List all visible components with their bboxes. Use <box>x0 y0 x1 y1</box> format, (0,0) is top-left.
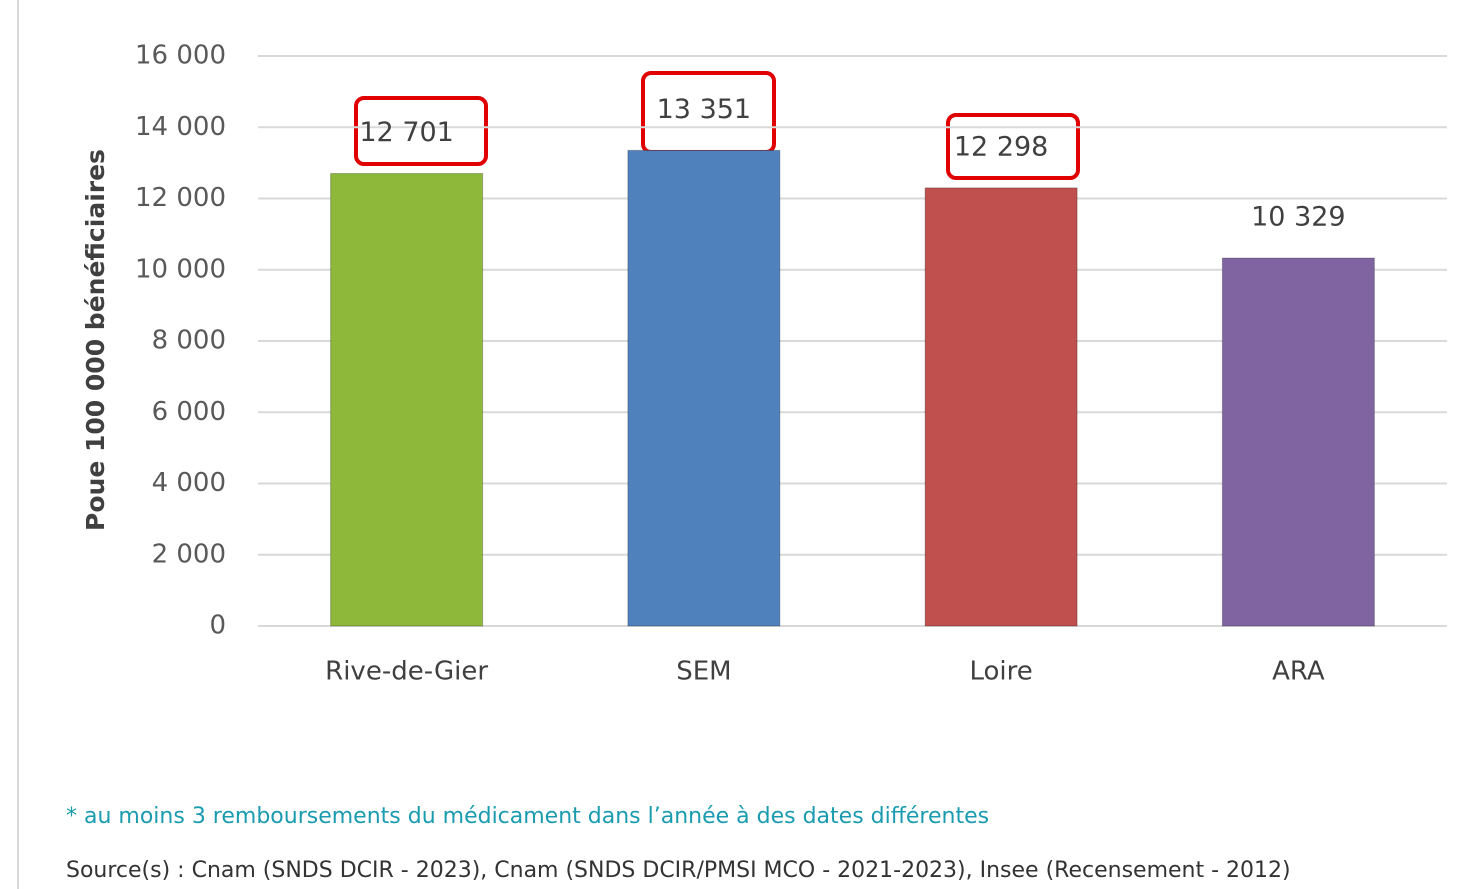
y-axis-label: Poue 100 000 bénéficiaires <box>81 149 110 531</box>
bar <box>627 149 781 627</box>
highlight-box <box>946 113 1080 180</box>
y-tick-label: 12 000 <box>135 183 226 213</box>
y-tick-label: 16 000 <box>135 41 226 71</box>
x-tick-label: Loire <box>969 657 1032 687</box>
y-tick-label: 6 000 <box>152 397 226 427</box>
y-tick-label: 14 000 <box>135 112 226 142</box>
highlight-box <box>354 96 488 166</box>
bar <box>1221 257 1375 627</box>
y-tick-label: 10 000 <box>135 254 226 284</box>
y-tick-label: 2 000 <box>152 539 226 569</box>
frame <box>17 0 19 889</box>
y-tick-label: 0 <box>209 611 226 641</box>
x-tick-label: SEM <box>676 657 731 687</box>
value-label: 12 701 <box>359 117 453 148</box>
footnote: * au moins 3 remboursements du médicamen… <box>66 804 989 829</box>
bar <box>924 187 1078 627</box>
y-tick-label: 8 000 <box>152 326 226 356</box>
x-tick-label: Rive-de-Gier <box>325 657 488 687</box>
bar <box>330 173 484 627</box>
source: Source(s) : Cnam (SNDS DCIR - 2023), Cna… <box>66 858 1291 883</box>
value-label: 10 329 <box>1251 202 1345 233</box>
value-label: 12 298 <box>954 131 1048 162</box>
y-tick-label: 4 000 <box>152 468 226 498</box>
x-tick-label: ARA <box>1272 657 1325 687</box>
value-label: 13 351 <box>657 94 751 125</box>
